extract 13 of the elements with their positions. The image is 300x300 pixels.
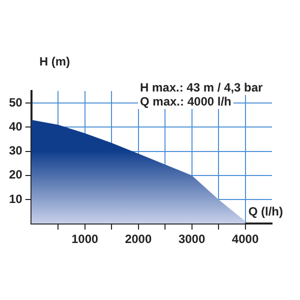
y-tick-label: 40 — [8, 119, 23, 134]
y-tick-label: 30 — [8, 144, 23, 158]
x-tick-label: 4000 — [232, 232, 259, 246]
x-axis-title: Q (l/h) — [248, 204, 283, 218]
y-axis-title: H (m) — [39, 54, 70, 68]
y-tick-label: 50 — [8, 95, 23, 110]
y-tick-label: 20 — [8, 168, 23, 182]
y-tick-label: 10 — [8, 192, 23, 206]
x-tick-label: 1000 — [71, 232, 98, 246]
annotation: H max.: 43 m / 4,3 bar — [140, 80, 264, 94]
annotation: Q max.: 4000 l/h — [140, 94, 232, 108]
x-tick-label: 2000 — [124, 232, 152, 246]
x-tick-label: 3000 — [178, 232, 206, 246]
